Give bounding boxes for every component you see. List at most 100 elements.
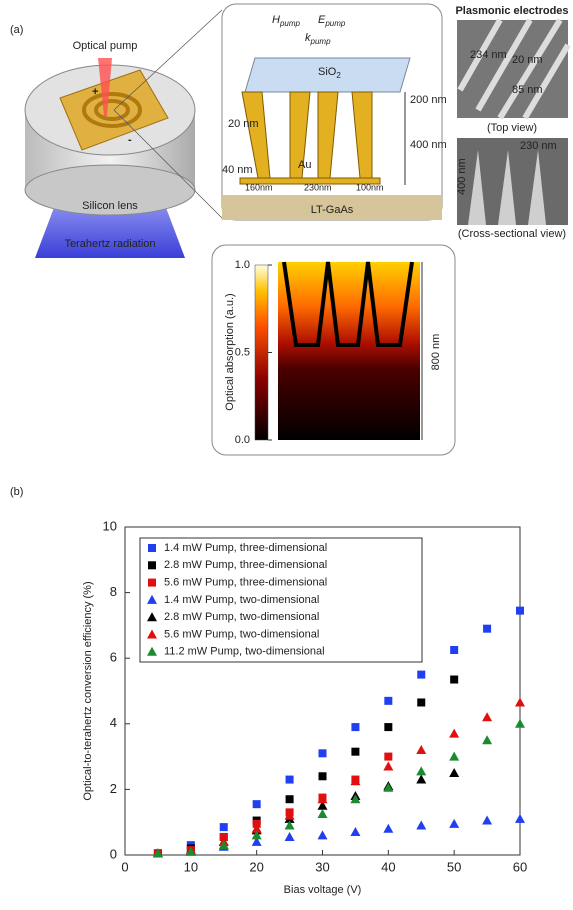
point (450, 646, 459, 654)
point (416, 774, 427, 784)
colorbar-tick-label: 0.5 (235, 346, 250, 358)
point (449, 751, 460, 761)
legend-marker (147, 646, 157, 656)
point (252, 800, 261, 809)
point (351, 723, 360, 732)
point (384, 723, 393, 732)
point (450, 675, 459, 684)
point (317, 809, 328, 818)
y-tick-label: 10 (103, 518, 117, 533)
label: Hpump (272, 14, 301, 28)
y-tick-label: 8 (110, 584, 117, 599)
point (482, 712, 493, 722)
label: 234 nm (470, 49, 507, 61)
point (449, 818, 460, 828)
schematic (221, 3, 443, 221)
legend-marker (147, 594, 157, 604)
point (251, 836, 262, 846)
legend-marker (147, 612, 157, 622)
point (318, 749, 327, 758)
point (383, 761, 394, 771)
legend-label: 1.4 mW Pump, three-dimensional (164, 542, 327, 554)
label: 230nm (304, 182, 332, 192)
point (416, 745, 427, 755)
colorbar-tick-label: 1.0 (235, 259, 250, 271)
point (383, 782, 394, 792)
point (350, 827, 361, 837)
x-tick-label: 60 (513, 859, 527, 874)
legend-label: 1.4 mW Pump, two-dimensional (164, 594, 319, 606)
point (384, 752, 393, 761)
x-tick-label: 20 (249, 859, 263, 874)
label: Optical absorption (a.u.) (224, 293, 236, 410)
point (350, 794, 361, 804)
label: (Top view) (487, 122, 537, 134)
point (318, 772, 327, 781)
label: Au (298, 159, 311, 171)
label: 160nm (245, 182, 273, 192)
legend-label: 11.2 mW Pump, two-dimensional (164, 646, 325, 658)
label: LT-GaAs (311, 204, 354, 216)
absorption-panel (211, 244, 456, 456)
legend-label: 5.6 mW Pump, two-dimensional (164, 628, 319, 640)
point (317, 830, 328, 840)
label: - (128, 134, 132, 146)
label: 20 nm (512, 54, 543, 66)
point (483, 624, 492, 633)
x-tick-label: 40 (381, 859, 395, 874)
legend-label: 2.8 mW Pump, three-dimensional (164, 559, 327, 571)
subscript: 2 (336, 71, 341, 80)
subscript: pump (279, 19, 301, 28)
label: Plasmonic electrodes (455, 5, 568, 17)
label: Terahertz radiation (64, 238, 155, 250)
label: 20 nm (228, 118, 259, 130)
colorbar-tick-label: 0.0 (235, 434, 250, 446)
subscript: pump (310, 37, 332, 46)
label: 400 nm (456, 158, 468, 195)
point (152, 848, 163, 858)
label: 85 nm (512, 84, 543, 96)
label: (Cross-sectional view) (458, 228, 566, 240)
sem-images (457, 18, 571, 225)
label: + (92, 86, 98, 98)
label: 100nm (356, 182, 384, 192)
label: Optical pump (73, 40, 138, 52)
main-text: k (305, 32, 311, 44)
point (449, 728, 460, 738)
point (219, 823, 228, 832)
legend-label: 5.6 mW Pump, three-dimensional (164, 577, 327, 589)
point (251, 823, 262, 833)
point (417, 698, 426, 707)
subscript: pump (324, 19, 346, 28)
y-tick-label: 4 (110, 715, 117, 730)
point (317, 794, 328, 804)
label: Epump (318, 14, 346, 28)
main-text: E (318, 14, 326, 26)
label: 40 nm (222, 164, 253, 176)
point (416, 766, 427, 776)
device (24, 9, 223, 258)
label: 800 nm (430, 334, 442, 371)
point (482, 815, 493, 825)
main-text: SiO (318, 66, 337, 78)
legend-box (139, 537, 423, 663)
label: SiO2 (318, 66, 341, 80)
point (515, 718, 525, 728)
point (383, 823, 394, 833)
y-tick-label: 2 (110, 781, 117, 796)
label: 230 nm (520, 140, 557, 152)
point (251, 830, 262, 840)
point (285, 795, 294, 804)
x-tick-label: 30 (315, 859, 329, 874)
legend-marker (148, 561, 156, 570)
point (516, 606, 524, 615)
label: Silicon lens (82, 200, 138, 212)
y-tick-label: 0 (110, 846, 117, 861)
legend-marker (148, 578, 156, 587)
point (284, 820, 295, 830)
point (317, 800, 328, 810)
x-axis-label: Bias voltage (V) (284, 884, 362, 896)
x-tick-label: 50 (447, 859, 461, 874)
point (515, 697, 525, 707)
